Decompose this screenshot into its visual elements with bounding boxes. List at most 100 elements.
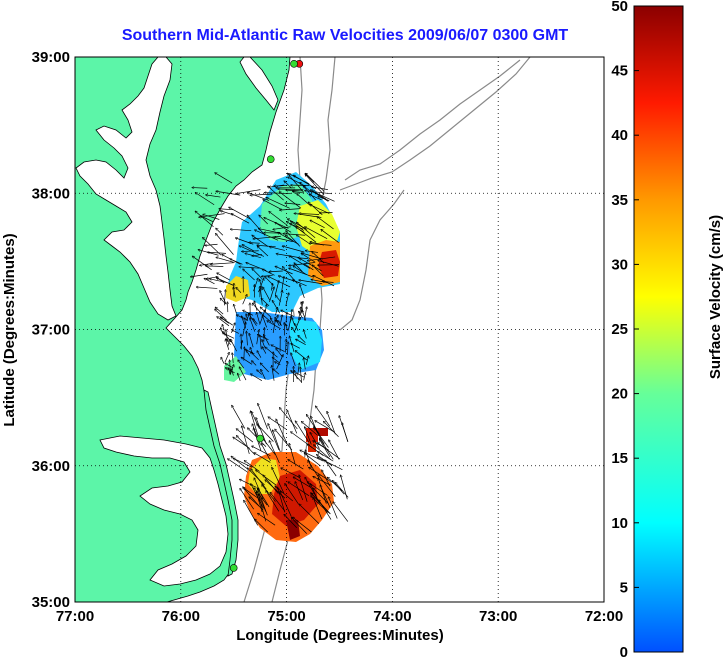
velocity-vector-arrow <box>318 457 343 470</box>
x-tick-label: 74:00 <box>373 608 411 625</box>
velocity-region-hatteras-dark <box>286 520 300 540</box>
velocity-vector-arrow <box>275 295 282 302</box>
velocity-vector-arrow <box>230 229 252 232</box>
velocity-vector-arrow <box>215 307 224 315</box>
velocity-vector-arrow <box>268 417 287 430</box>
velocity-vector-arrow <box>286 190 299 191</box>
velocity-vector-arrow <box>320 485 331 508</box>
velocity-vector-arrow <box>295 421 310 443</box>
velocity-vector-arrow <box>236 189 261 194</box>
velocity-vector-arrow <box>285 361 288 375</box>
velocity-vector-arrow <box>294 263 303 273</box>
velocity-vector-arrow <box>308 256 336 261</box>
velocity-vector-arrow <box>279 315 282 326</box>
velocity-vector-arrow <box>300 258 322 272</box>
velocity-vector-arrow <box>300 301 303 315</box>
x-axis-label: Longitude (Degrees:Minutes) <box>236 627 444 644</box>
velocity-vector-arrow <box>305 173 315 183</box>
velocity-vector-arrow <box>243 487 260 507</box>
velocity-vector-arrow <box>311 416 318 434</box>
velocity-vector-arrow <box>267 321 281 330</box>
velocity-vector-arrow <box>230 360 231 374</box>
velocity-vector-arrow <box>312 251 325 264</box>
velocity-vector-arrow <box>243 269 255 281</box>
velocity-vector-arrow <box>319 212 333 213</box>
velocity-vector-arrow <box>272 320 275 333</box>
velocity-vector-arrow <box>304 264 314 271</box>
colorbar-tick-label: 45 <box>611 63 628 80</box>
velocity-vector-arrow <box>242 295 247 305</box>
velocity-vector-arrow <box>327 411 336 435</box>
velocity-vector-arrow <box>261 275 273 276</box>
radar-station-marker <box>229 564 238 572</box>
velocity-vector-arrow <box>275 222 292 233</box>
velocity-vector-arrow <box>236 429 254 443</box>
velocity-vector-arrow <box>235 238 254 245</box>
velocity-vector-arrow <box>225 363 233 368</box>
velocity-vector-arrow <box>257 424 274 442</box>
velocity-vector-arrow <box>317 217 334 230</box>
velocity-vector-arrow <box>256 470 277 486</box>
barrier-islands <box>203 389 239 577</box>
y-tick-label: 38:00 <box>32 185 70 202</box>
velocity-vector-arrow <box>252 254 262 256</box>
velocity-vector-arrow <box>257 245 276 248</box>
velocity-vector-arrow <box>227 340 230 347</box>
velocity-vector-arrow <box>263 200 283 211</box>
velocity-vector-arrow <box>293 477 311 488</box>
colorbar-tick-label: 50 <box>611 0 628 15</box>
velocity-vector-arrow <box>269 271 283 272</box>
x-tick-label: 75:00 <box>267 608 305 625</box>
velocity-vector-arrow <box>253 235 281 239</box>
velocity-vector-arrow <box>217 273 230 281</box>
velocity-vector-arrow <box>216 234 234 255</box>
velocity-vector-arrow <box>285 203 301 205</box>
x-tick-label: 73:00 <box>479 608 517 625</box>
velocity-vector-arrow <box>254 488 268 506</box>
velocity-vector-arrow <box>247 468 265 486</box>
velocity-vector-arrow <box>279 408 298 430</box>
velocity-vector-arrow <box>256 330 259 345</box>
velocity-vector-arrow <box>285 484 300 505</box>
velocity-vector-arrow <box>264 218 289 229</box>
velocity-vector-arrow <box>228 459 249 473</box>
velocity-vector-arrow <box>291 221 304 231</box>
velocity-vector-arrow <box>268 424 280 450</box>
velocity-vector-arrow <box>310 220 325 229</box>
velocity-vector-arrow <box>192 256 212 271</box>
velocity-vector-arrow <box>289 256 311 269</box>
velocity-vector-arrow <box>205 244 218 245</box>
y-tick-label: 37:00 <box>32 322 70 339</box>
velocity-vector-arrow <box>301 253 323 260</box>
velocity-vector-arrow <box>224 290 225 306</box>
velocity-vector-arrow <box>195 211 214 228</box>
velocity-vector-arrow <box>256 418 267 445</box>
velocity-vector-arrow <box>215 309 227 321</box>
velocity-vector-arrow <box>216 228 224 236</box>
velocity-vector-arrow <box>315 421 335 433</box>
y-axis-label: Latitude (Degrees:Minutes) <box>1 233 18 426</box>
velocity-vector-arrow <box>293 517 312 533</box>
colorbar-tick-label: 30 <box>611 256 628 273</box>
radar-station-marker <box>290 60 298 68</box>
velocity-vector-arrow <box>299 213 320 214</box>
velocity-vector-arrow <box>216 257 234 263</box>
velocity-vector-arrow <box>311 280 328 283</box>
velocity-vector-arrow <box>299 311 303 319</box>
colorbar-ticks: 0 5 10 15 20 25 30 35 40 45 50 <box>611 0 639 659</box>
velocity-vector-arrow <box>305 227 328 240</box>
velocity-vector-arrow <box>286 231 301 247</box>
velocity-vector-arrow <box>299 504 320 524</box>
velocity-vector-arrow <box>251 374 263 382</box>
velocity-vector-arrow <box>309 194 322 201</box>
velocity-vector-arrow <box>220 317 229 324</box>
velocity-region-hatteras-north-b <box>318 428 328 436</box>
velocity-vector-arrow <box>263 335 270 346</box>
velocity-vector-arrow <box>242 251 259 252</box>
velocity-vector-arrow <box>257 246 269 257</box>
velocity-vector-arrow <box>275 317 280 327</box>
velocity-vector-arrow <box>261 444 271 462</box>
velocity-vector-arrow <box>301 421 318 436</box>
velocity-vector-arrow <box>288 482 310 497</box>
x-tick-label: 76:00 <box>162 608 200 625</box>
